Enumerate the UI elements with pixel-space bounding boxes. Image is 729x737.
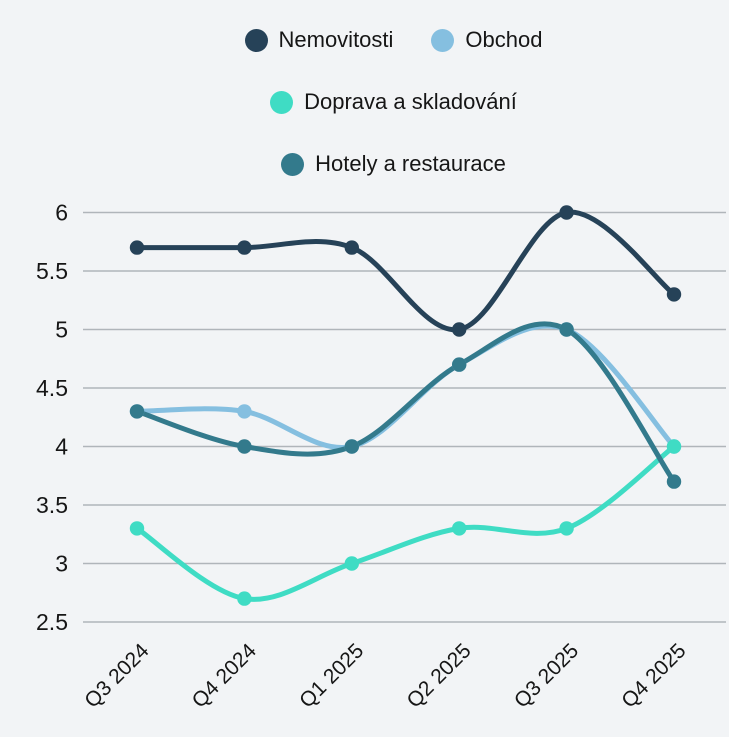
gridlines (83, 211, 726, 623)
x-axis-tick-labels: Q3 2024 Q4 2024 Q1 2025 Q2 2025 Q3 2025 Q4 20… (80, 639, 690, 712)
data-point (452, 322, 467, 337)
data-point (237, 439, 252, 454)
y-tick-label: 3.5 (36, 492, 68, 518)
legend-item-series-4[interactable]: Hotely a restaurace (281, 151, 506, 177)
legend-label: Hotely a restaurace (315, 151, 506, 176)
y-tick-label: 5 (55, 317, 68, 343)
y-tick-label: 4.5 (36, 375, 68, 401)
data-point (559, 521, 574, 536)
legend-label: Nemovitosti (278, 27, 394, 52)
y-tick-label: 5.5 (36, 258, 68, 284)
data-point (666, 439, 682, 454)
x-tick-label: Q1 2025 (295, 639, 368, 712)
legend-label: Doprava a skladování (304, 89, 517, 114)
legend-item-series-1[interactable]: Nemovitosti (244, 27, 394, 53)
x-tick-label: Q4 2025 (617, 639, 690, 712)
data-point (237, 591, 252, 606)
data-point (344, 556, 359, 571)
legend-swatch-icon (431, 28, 455, 52)
series-lines (134, 209, 677, 602)
legend-swatch-icon (270, 90, 294, 114)
x-tick-label: Q3 2025 (510, 639, 583, 712)
y-tick-label: 2.5 (36, 609, 68, 635)
x-tick-label: Q2 2025 (402, 639, 475, 712)
data-point (666, 474, 682, 489)
data-point (666, 287, 682, 302)
series-line-2 (134, 323, 677, 451)
chart-legend: Nemovitosti Obchod Doprava a skladování Hot… (0, 0, 729, 177)
data-point (452, 521, 467, 536)
legend-label: Obchod (465, 27, 543, 52)
legend-row: Nemovitosti Obchod (244, 27, 542, 53)
legend-swatch-icon (244, 28, 268, 52)
x-tick-label: Q3 2024 (80, 639, 153, 712)
data-point (559, 322, 574, 337)
legend-item-series-3[interactable]: Doprava a skladování (270, 89, 517, 115)
data-point (237, 240, 252, 255)
data-point (452, 357, 467, 372)
series-points (129, 205, 682, 606)
data-point (129, 240, 145, 255)
x-tick-label: Q4 2024 (188, 639, 261, 712)
y-axis-tick-labels: 6 5.5 5 4.5 4 3.5 3 2.5 (36, 200, 68, 636)
data-point (559, 205, 574, 220)
y-tick-label: 6 (55, 200, 68, 226)
legend-swatch-icon (281, 152, 305, 176)
y-tick-label: 3 (55, 551, 68, 577)
data-point (129, 404, 145, 419)
legend-row: Hotely a restaurace (281, 151, 506, 177)
series-line-3 (134, 444, 677, 602)
legend-item-series-2[interactable]: Obchod (431, 27, 542, 53)
data-point (237, 404, 252, 419)
y-tick-label: 4 (55, 434, 68, 460)
legend-row: Doprava a skladování (270, 89, 517, 115)
data-point (129, 521, 145, 536)
data-point (344, 240, 359, 255)
data-point (344, 439, 359, 454)
